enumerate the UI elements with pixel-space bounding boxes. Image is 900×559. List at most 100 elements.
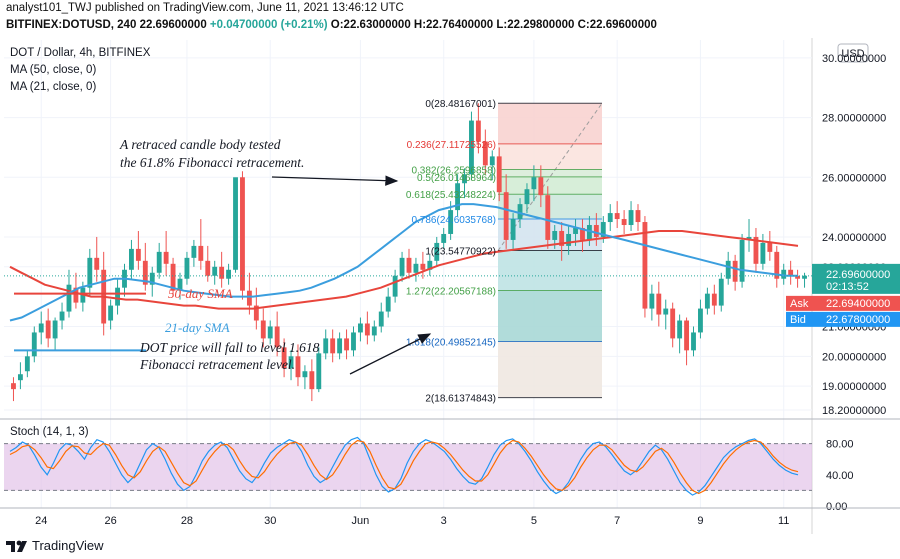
candle-body <box>233 177 238 270</box>
candle-body <box>274 326 280 348</box>
annotation-2-line-2: Fibonacci retracement level. <box>139 357 295 372</box>
time-tick-label: 5 <box>531 515 537 527</box>
legend-ma21: MA (21, close, 0) <box>10 81 96 93</box>
candle-body <box>94 257 100 270</box>
candle-body <box>795 275 801 279</box>
price-tick-label: 28.00000000 <box>822 113 886 125</box>
candle-body <box>725 260 731 279</box>
candle-body <box>517 204 523 220</box>
candle-body <box>586 225 592 240</box>
time-tick-label: Jun <box>352 515 370 527</box>
candle-body <box>559 230 565 246</box>
candle-body <box>753 236 759 264</box>
time-tick-label: 7 <box>614 515 620 527</box>
fib-level-label: 1.618(20.49852145) <box>406 337 496 348</box>
stoch-tick-label: 80.00 <box>826 439 854 451</box>
candle-body <box>24 356 30 372</box>
ohlc-values: O:22.63000000 H:22.76400000 L:22.2980000… <box>330 19 657 31</box>
bid-label: Bid <box>790 314 806 326</box>
ask-label: Ask <box>790 298 809 310</box>
candle-body <box>240 177 245 291</box>
candle-body <box>691 332 696 351</box>
candle-body <box>406 257 412 273</box>
stoch-tick-label: 40.00 <box>826 470 854 482</box>
ma50-line <box>9 230 799 310</box>
candle-body <box>149 272 155 285</box>
price-tick-label: 26.00000000 <box>822 172 886 184</box>
candle-body <box>704 293 710 309</box>
candle-body <box>260 320 266 339</box>
candle-body <box>531 177 537 190</box>
candle-body <box>739 239 745 282</box>
chart-area[interactable]: 0(28.48167001) 0.236(27.11725526) 0.382(26… <box>0 38 900 534</box>
candle-body <box>302 371 308 378</box>
candle-body <box>434 242 440 261</box>
candle-body <box>357 323 363 333</box>
candle-body <box>219 266 225 279</box>
candle-body <box>718 278 724 306</box>
candle-body <box>205 260 211 276</box>
candle-body <box>31 332 37 357</box>
candle-body <box>344 338 349 351</box>
time-tick-label: 9 <box>697 515 703 527</box>
candle-body <box>226 269 232 279</box>
candle-body <box>392 275 398 297</box>
arrow-line <box>349 333 432 375</box>
legend-ma50: MA (50, close, 0) <box>10 64 96 76</box>
candle-body <box>115 287 120 306</box>
candle-body <box>469 120 474 175</box>
candle-body <box>253 305 259 321</box>
candle-body <box>489 156 495 166</box>
header: analyst101_TWJ published on TradingView.… <box>0 0 900 38</box>
fib-level-label: 0.236(27.11725526) <box>407 140 496 151</box>
annotation-1-line-2: the 61.8% Fibonacci retracement. <box>120 155 304 170</box>
candle-body <box>677 320 683 339</box>
fib-level-label: 0.618(25.43248224) <box>406 190 496 201</box>
price-tick-label: 19.00000000 <box>822 381 886 393</box>
publish-info: analyst101_TWJ published on TradingView.… <box>6 2 404 14</box>
fib-level-label: 1(23.54770922) <box>425 246 496 257</box>
candle-body <box>52 320 58 339</box>
currency-button[interactable] <box>837 43 869 63</box>
candle-body <box>802 275 807 279</box>
time-tick-label: 24 <box>35 515 47 527</box>
stoch-pane[interactable]: Stoch (14, 1, 3) 80.00 40.00 0.00 <box>0 426 900 513</box>
candle-body <box>198 245 204 261</box>
fib-level-label: 0.786(24.6035768) <box>411 215 496 226</box>
candle-body <box>66 284 72 312</box>
time-tick-label: 30 <box>264 515 276 527</box>
candle-body <box>170 263 176 291</box>
candle-body <box>337 338 343 354</box>
candle-body <box>684 320 689 351</box>
time-tick-label: 3 <box>441 515 447 527</box>
fib-level-label: 1.272(22.20567188) <box>406 286 496 297</box>
legend-title: DOT / Dollar, 4h, BITFINEX <box>10 47 151 59</box>
annotation-1-line-1: A retraced candle body tested <box>119 137 281 152</box>
candle-body <box>614 213 620 220</box>
candle-body <box>330 338 336 354</box>
candle-body <box>129 248 134 270</box>
candle-body <box>399 257 405 276</box>
candle-body <box>11 383 16 390</box>
candle-body <box>184 257 190 279</box>
bar-countdown: 02:13:52 <box>826 281 869 293</box>
fib-level-label: 0.382(26.2596858) <box>411 166 496 177</box>
currency-label: USD <box>841 48 864 60</box>
candle-body <box>309 371 315 390</box>
candle-body <box>385 296 391 312</box>
arrow-line <box>271 175 399 186</box>
brand-name: TradingView <box>32 538 104 553</box>
candle-body <box>462 174 467 184</box>
candle-body <box>87 257 93 288</box>
candle-body <box>573 228 578 234</box>
candle-body <box>698 308 703 333</box>
tradingview-logo-icon <box>6 540 27 552</box>
candle-body <box>732 260 738 282</box>
candle-body <box>378 311 384 327</box>
candle-body <box>45 320 51 339</box>
candle-body <box>427 260 433 270</box>
candle-body <box>267 326 273 339</box>
ma21-line <box>9 203 798 322</box>
candle-body <box>482 141 488 166</box>
candle-body <box>441 233 447 243</box>
